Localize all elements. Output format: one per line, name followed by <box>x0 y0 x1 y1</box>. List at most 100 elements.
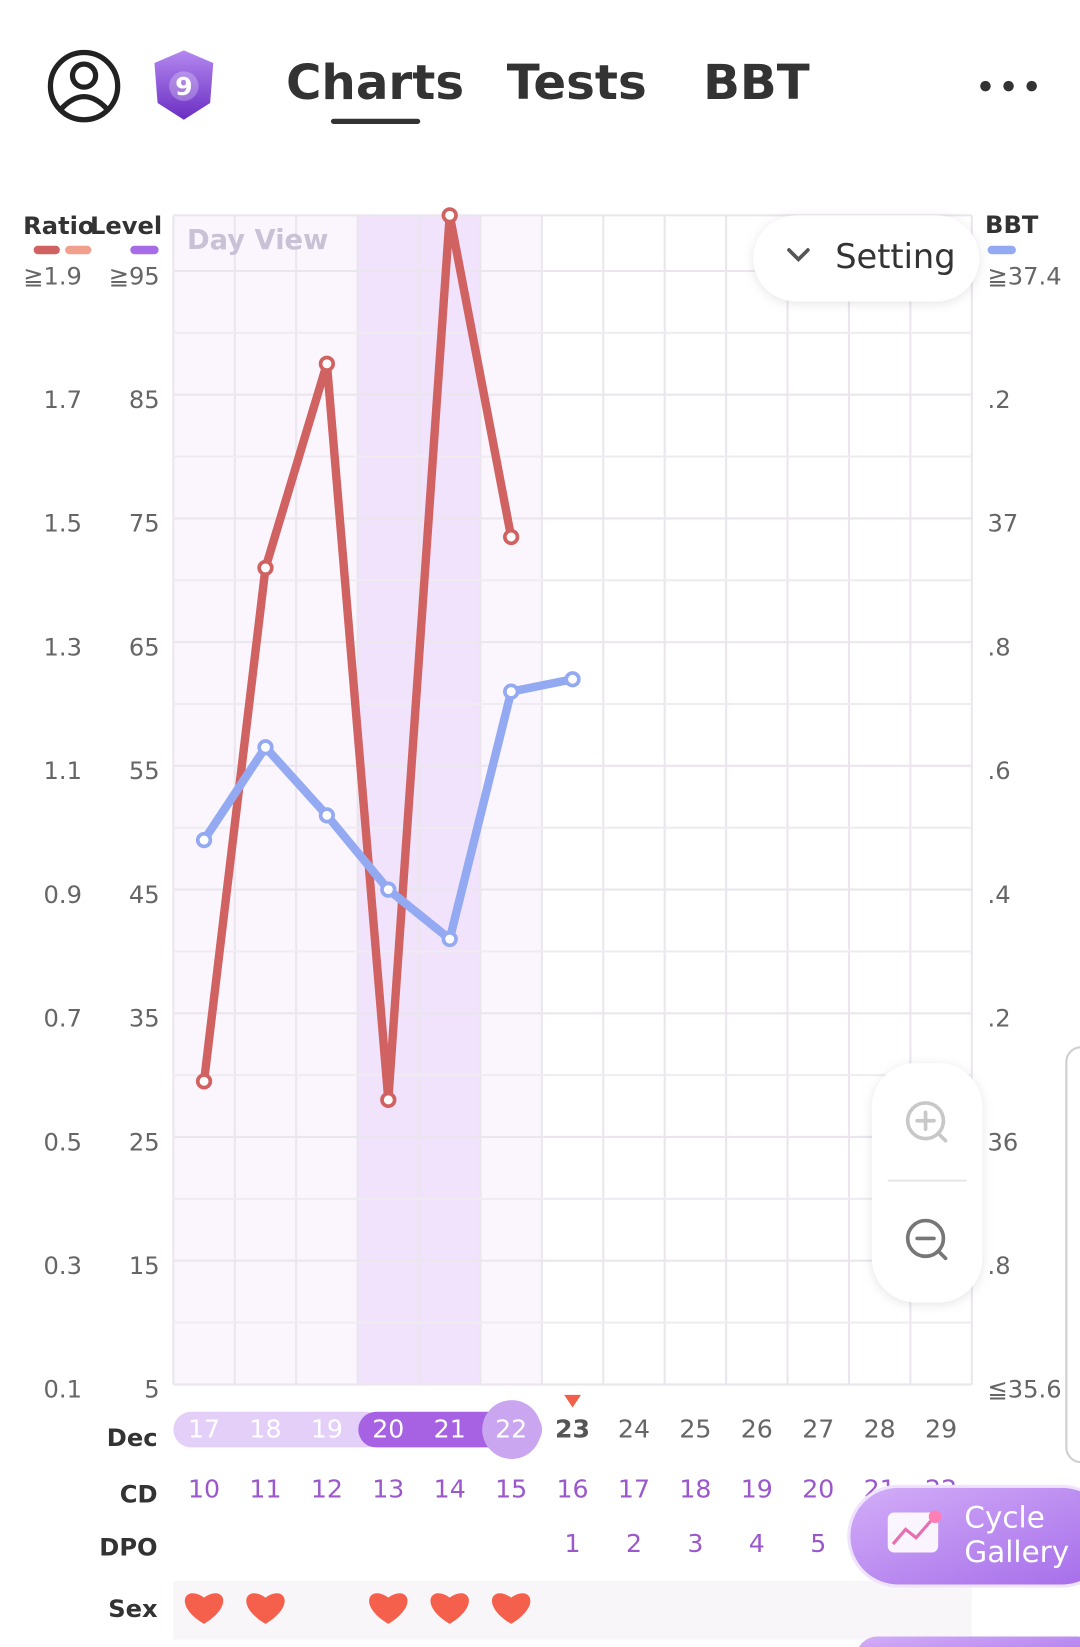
legend-swatch <box>33 245 60 255</box>
y-tick-label: 0.9 <box>44 881 82 909</box>
level-badge[interactable]: 9 <box>154 50 214 120</box>
heart <box>184 1593 224 1624</box>
y2-tick-label: .2 <box>988 1005 1011 1033</box>
y2-tick-label: 37 <box>988 510 1019 538</box>
cd-label: 11 <box>249 1474 281 1503</box>
legend-swatch <box>987 245 1016 255</box>
y2-tick-label: ≦35.6 <box>988 1376 1062 1404</box>
y-tick-label: 1.5 <box>44 510 82 538</box>
level-tick-label: 85 <box>129 386 160 414</box>
y2-tick-label: 36 <box>988 1128 1019 1156</box>
axis-label: Level <box>90 212 162 240</box>
day-label: 24 <box>618 1415 650 1444</box>
level-tick-label: 35 <box>129 1005 160 1033</box>
more-menu[interactable] <box>980 80 1037 92</box>
level-tick-label: 5 <box>144 1376 159 1404</box>
zoom-in[interactable] <box>905 1101 948 1143</box>
data-point <box>318 355 336 372</box>
day-label: 22 <box>495 1415 527 1444</box>
row-label: CD <box>120 1481 158 1509</box>
zoom-control <box>871 1062 983 1303</box>
data-point <box>257 739 274 756</box>
day-pill <box>482 1400 542 1459</box>
y2-tick-label: .4 <box>988 881 1011 909</box>
level-tick-label: 15 <box>129 1252 160 1280</box>
data-point <box>503 683 520 700</box>
setting-text: Setting <box>835 237 955 276</box>
cycle-gallery-button[interactable]: Cycle Gallery <box>847 1484 1080 1588</box>
y-tick-label: 0.3 <box>44 1252 82 1280</box>
tab[interactable]: Charts <box>286 55 464 111</box>
plot <box>195 207 581 1109</box>
button-text: Gallery <box>964 1535 1069 1569</box>
row-label: DPO <box>99 1533 157 1561</box>
heart <box>491 1593 531 1624</box>
y2-tick-label: .8 <box>988 1252 1011 1280</box>
button-text: Cycle <box>964 1500 1044 1534</box>
tab[interactable]: BBT <box>703 55 810 111</box>
fertile-shade <box>481 215 543 1385</box>
cd-label: 18 <box>679 1474 711 1503</box>
day-label: 26 <box>741 1415 773 1444</box>
dpo-label: 5 <box>810 1529 826 1558</box>
cd-label: 19 <box>741 1474 773 1503</box>
y2-tick-label: .2 <box>988 386 1011 414</box>
level-tick-label: 65 <box>129 633 160 661</box>
heart <box>246 1593 285 1624</box>
sex-row-bg <box>173 1580 972 1640</box>
data-point <box>257 559 274 577</box>
axis-label: BBT <box>985 211 1039 239</box>
day-label: 28 <box>864 1415 896 1444</box>
y-tick-label: 1.7 <box>44 386 82 414</box>
level-tick-label: 25 <box>129 1128 160 1156</box>
dpo-label: 3 <box>687 1529 703 1558</box>
cd-label: 12 <box>311 1474 343 1503</box>
data-point <box>318 807 336 824</box>
level-tick-label: 55 <box>129 757 160 785</box>
axis-label: Ratio <box>23 212 94 240</box>
cd-label: 17 <box>618 1474 650 1503</box>
tab[interactable]: Tests <box>507 55 647 111</box>
heart <box>430 1593 469 1624</box>
day-label: 18 <box>249 1415 281 1444</box>
y2-tick-label: .8 <box>988 633 1011 661</box>
y-tick-label: 1.1 <box>44 757 82 785</box>
day-label: 25 <box>679 1415 711 1444</box>
row-label: Dec <box>107 1424 158 1452</box>
y-tick-label: 0.7 <box>44 1005 82 1033</box>
tab-underline <box>330 118 421 124</box>
zoom-out[interactable] <box>905 1218 948 1261</box>
legend-swatch <box>130 245 159 255</box>
day-label: 19 <box>311 1415 343 1444</box>
day-label: 23 <box>555 1415 590 1444</box>
today-marker <box>564 1394 581 1408</box>
day-label: 29 <box>925 1415 957 1444</box>
y2-tick-label: .6 <box>988 757 1011 785</box>
data-point <box>441 930 458 948</box>
setting-button[interactable]: Setting <box>753 215 980 302</box>
series-line <box>199 211 516 1105</box>
cd-label: 13 <box>372 1474 404 1503</box>
cd-label: 16 <box>557 1474 589 1503</box>
day-label: 20 <box>372 1415 404 1444</box>
cd-label: 14 <box>434 1474 466 1503</box>
y-tick-label: ≧1.9 <box>23 262 82 290</box>
y2-tick-label: ≧37.4 <box>988 262 1062 290</box>
data-point <box>441 207 458 224</box>
dpo-label: 1 <box>565 1529 581 1558</box>
data-point <box>195 831 213 849</box>
peak-pill <box>358 1411 512 1448</box>
cd-label: 15 <box>495 1474 527 1503</box>
level-tick-label: ≧95 <box>109 262 160 290</box>
level-tick-label: 75 <box>129 510 160 538</box>
y-tick-label: 1.3 <box>44 633 82 661</box>
y-tick-label: 0.5 <box>44 1128 82 1156</box>
row-label: Sex <box>108 1595 158 1623</box>
cd-label: 20 <box>802 1474 834 1503</box>
side-panel-edge[interactable] <box>1065 1046 1080 1464</box>
button-edge[interactable] <box>856 1636 1080 1647</box>
dpo-label: 2 <box>626 1529 642 1558</box>
profile-icon[interactable] <box>47 49 121 123</box>
badge-number: 9 <box>175 72 193 101</box>
